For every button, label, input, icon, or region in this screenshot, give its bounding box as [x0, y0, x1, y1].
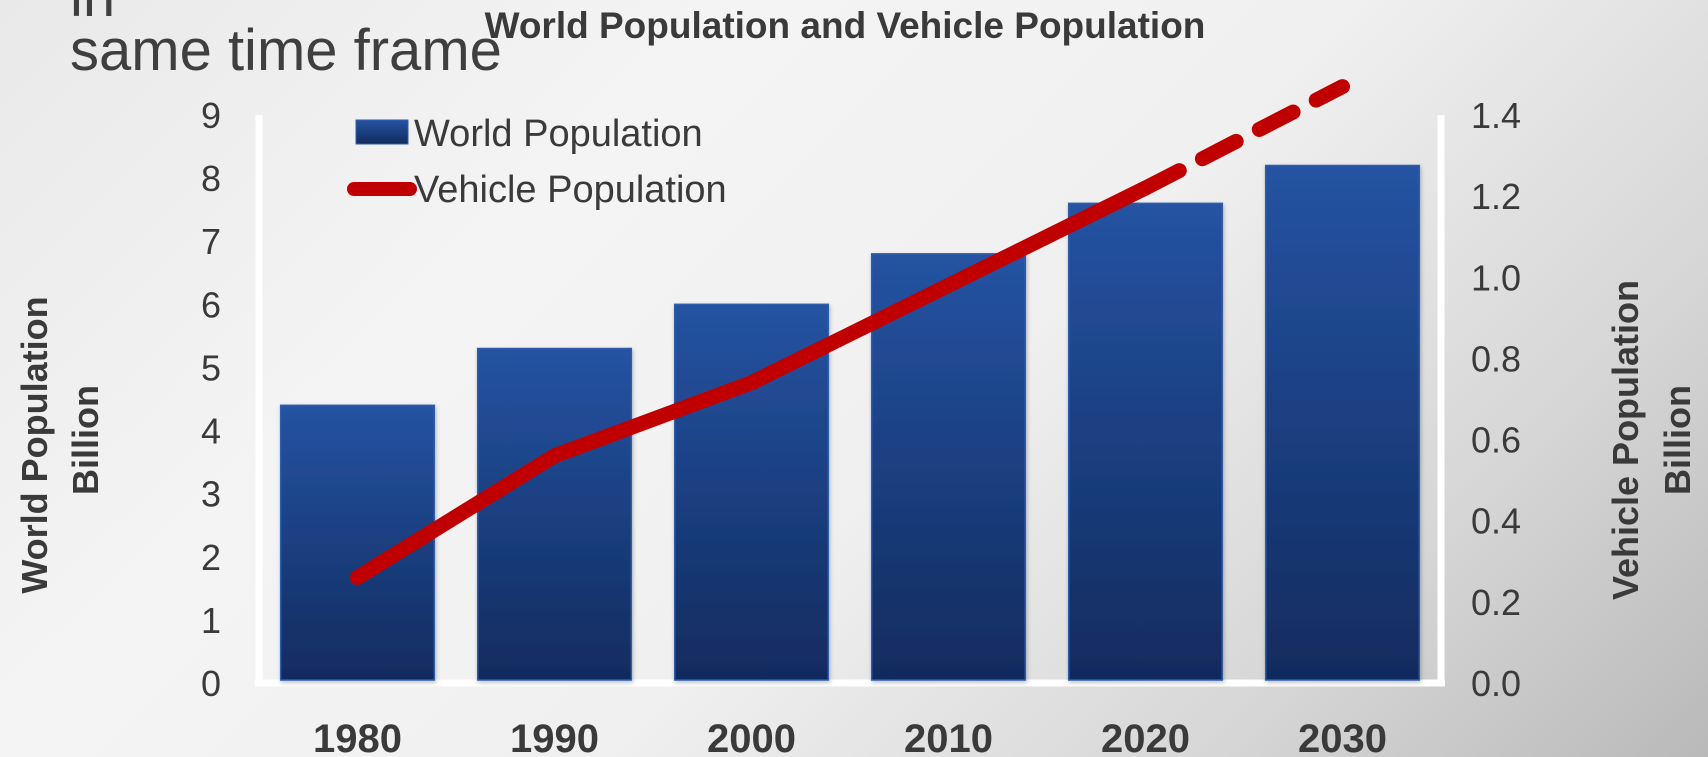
legend: World Population Vehicle Population — [347, 113, 727, 211]
x-tick-label-2010: 2010 — [904, 717, 993, 757]
slide-heading-line-2: same time frame — [70, 18, 502, 83]
y-left-tick-label: 5 — [201, 347, 221, 388]
y-right-tick-label: 0.4 — [1471, 501, 1521, 542]
bar-world-population-2020 — [1067, 202, 1224, 681]
y-left-tick-label: 9 — [201, 95, 221, 136]
y-left-tick-label: 2 — [201, 537, 221, 578]
x-axis-ticks: 1980 1990 2000 2010 2020 2030 — [313, 717, 1387, 757]
y-axis-right-label-line-2: Billion — [1657, 385, 1698, 495]
y-left-tick-label: 1 — [201, 600, 221, 641]
legend-label-world-population: World Population — [414, 113, 703, 155]
y-right-tick-label: 1.2 — [1471, 176, 1521, 217]
bar-world-population-2010 — [870, 253, 1027, 681]
y-axis-right-label-line-1: Vehicle Population — [1605, 280, 1646, 600]
y-axis-left-label-line-2: Billion — [65, 385, 106, 495]
slide-heading-line-1: in — [70, 0, 115, 26]
y-left-tick-label: 3 — [201, 474, 221, 515]
y-right-tick-label: 0.0 — [1471, 663, 1521, 704]
bar-world-population-1990 — [476, 347, 633, 681]
y-left-tick-label: 6 — [201, 284, 221, 325]
legend-label-vehicle-population: Vehicle Population — [414, 169, 727, 211]
y-right-tick-label: 1.4 — [1471, 95, 1521, 136]
y-axis-left-ticks: 0 1 2 3 4 5 6 7 8 9 — [201, 95, 221, 704]
y-left-tick-label: 8 — [201, 158, 221, 199]
y-right-tick-label: 0.2 — [1471, 582, 1521, 623]
y-left-tick-label: 0 — [201, 663, 221, 704]
y-right-tick-label: 0.6 — [1471, 420, 1521, 461]
line-vehicle-population-projected — [1138, 79, 1350, 196]
legend-swatch-world-population — [355, 119, 409, 145]
bar-world-population-2030 — [1264, 164, 1421, 681]
x-tick-label-1980: 1980 — [313, 717, 402, 757]
y-right-tick-label: 0.8 — [1471, 338, 1521, 379]
x-tick-label-2030: 2030 — [1298, 717, 1387, 757]
y-left-tick-label: 7 — [201, 221, 221, 262]
x-tick-label-2020: 2020 — [1101, 717, 1190, 757]
bars-group — [279, 164, 1421, 681]
line-group — [350, 79, 1350, 586]
y-axis-left-label-line-1: World Population — [14, 296, 55, 593]
x-tick-label-2000: 2000 — [707, 717, 796, 757]
chart-title: World Population and Vehicle Population — [485, 5, 1206, 46]
x-tick-label-1990: 1990 — [510, 717, 599, 757]
plot-frame — [255, 115, 1445, 687]
bar-world-population-2000 — [673, 303, 830, 681]
y-left-tick-label: 4 — [201, 411, 221, 452]
y-axis-right-ticks: 0.0 0.2 0.4 0.6 0.8 1.0 1.2 1.4 — [1471, 95, 1521, 704]
y-right-tick-label: 1.0 — [1471, 257, 1521, 298]
